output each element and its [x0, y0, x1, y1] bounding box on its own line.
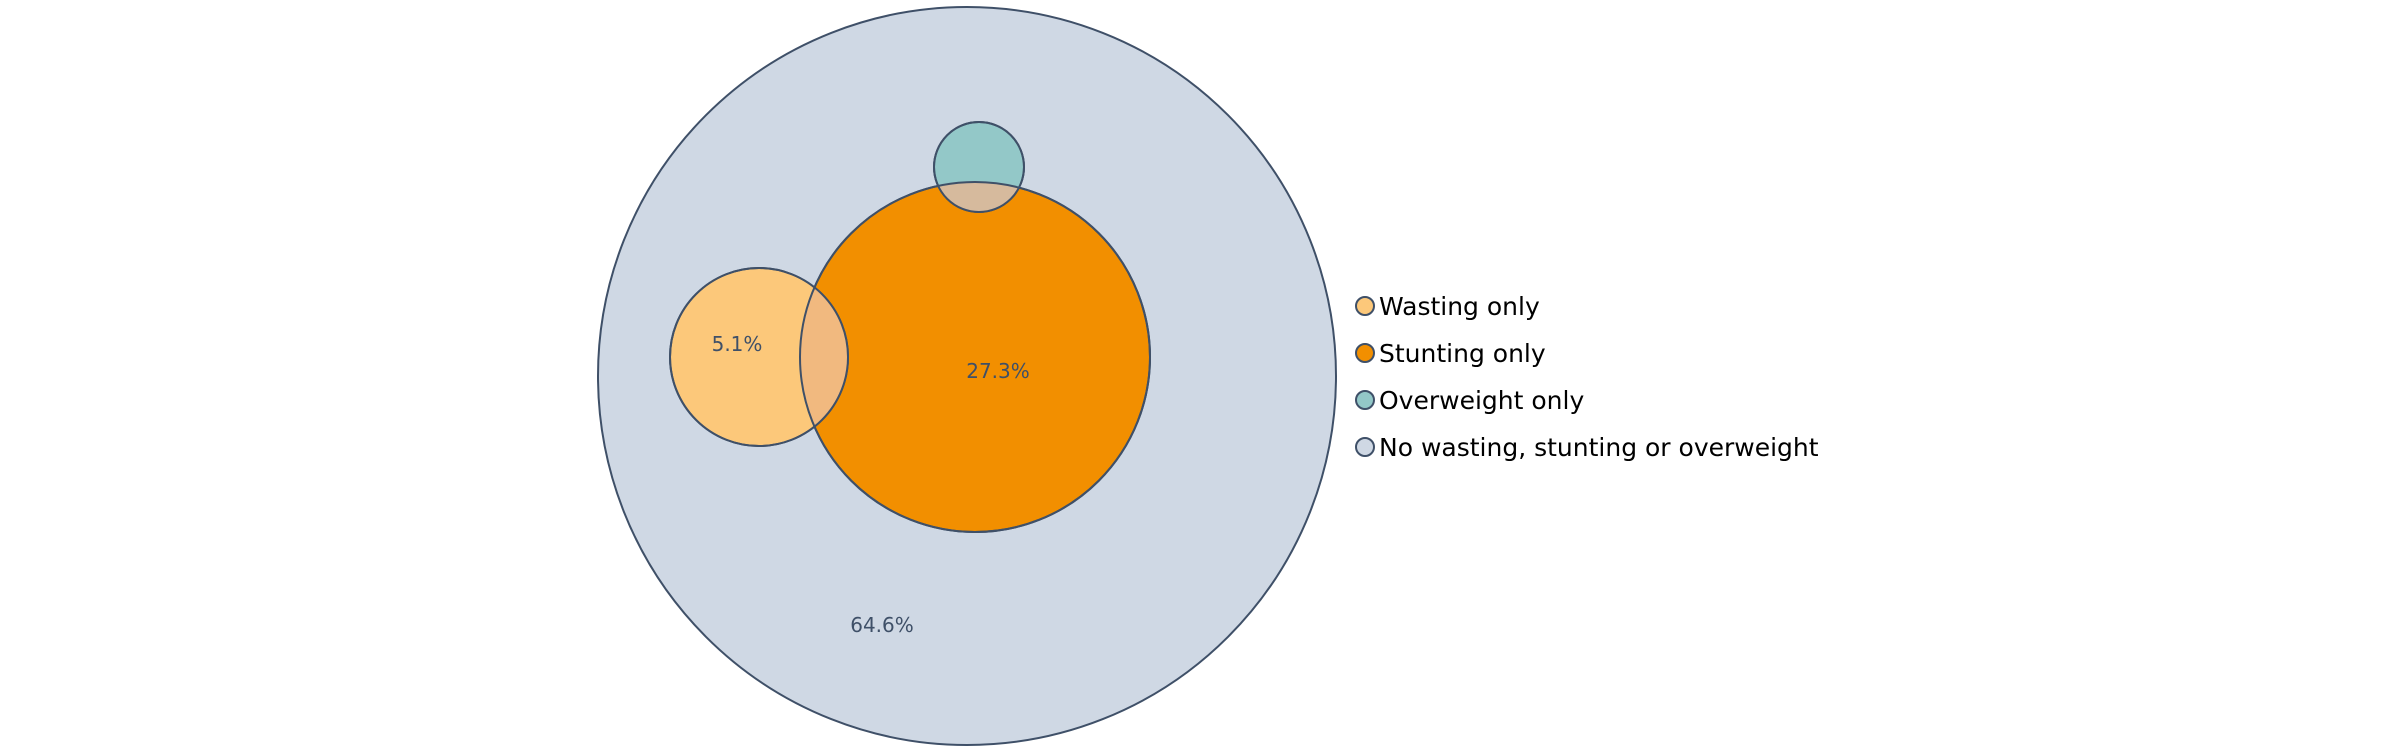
- legend-marker-wasting: [1355, 296, 1375, 316]
- label-wasting-value: 5.1%: [712, 332, 763, 356]
- legend-label-wasting: Wasting only: [1379, 292, 1540, 321]
- overlap-overweight-stunting: [934, 182, 1024, 212]
- legend-marker-stunting: [1355, 343, 1375, 363]
- outline-stunting: [799, 181, 1151, 533]
- label-none-value: 64.6%: [850, 613, 914, 637]
- legend-label-stunting: Stunting only: [1379, 339, 1546, 368]
- legend: Wasting only Stunting only Overweight on…: [1355, 292, 1819, 462]
- legend-marker-none: [1355, 437, 1375, 457]
- legend-label-none: No wasting, stunting or overweight: [1379, 433, 1819, 462]
- legend-marker-overweight: [1355, 390, 1375, 410]
- label-stunting-value: 27.3%: [966, 359, 1030, 383]
- outline-wasting: [669, 267, 849, 447]
- circle-stunting-only: [799, 181, 1151, 533]
- outline-overweight: [933, 121, 1025, 213]
- legend-label-overweight: Overweight only: [1379, 386, 1584, 415]
